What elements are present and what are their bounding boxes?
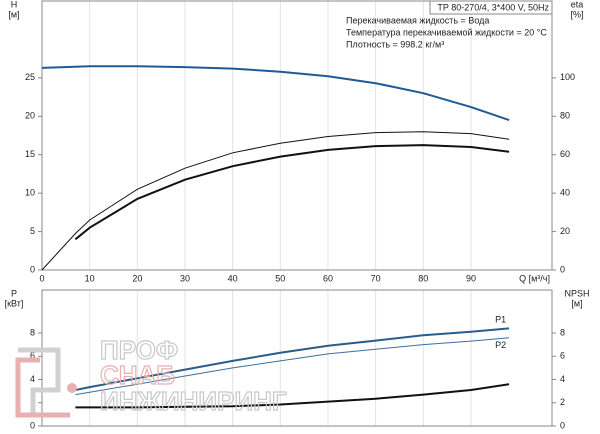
series-line [41, 65, 510, 122]
y-tick-label: 4 [30, 374, 35, 384]
y-tick-label: 5 [30, 226, 35, 236]
logo-shape-red [15, 357, 70, 418]
series-line [75, 327, 510, 391]
y-tick-label: 25 [25, 72, 35, 82]
x-tick-label: 80 [418, 273, 428, 283]
y2-tick-label: 0 [560, 420, 565, 430]
x-tick-label: 90 [466, 273, 476, 283]
x-tick-label: 70 [371, 273, 381, 283]
watermark-text: ПРОФ [100, 335, 178, 365]
y2-axis-unit: [%] [570, 9, 583, 19]
y2-tick-label: 20 [560, 226, 570, 236]
series-line [75, 383, 510, 409]
logo-shape [18, 347, 61, 415]
y2-tick-label: 6 [560, 351, 565, 361]
y2-tick-label: 80 [560, 111, 570, 121]
y2-tick-label: 100 [560, 72, 575, 82]
series-line [75, 337, 510, 396]
x-tick-label: 0 [39, 273, 44, 283]
note: Плотность = 998.2 кг/м³ [346, 39, 444, 49]
y-tick-label: 15 [25, 149, 35, 159]
y-tick-label: 8 [30, 327, 35, 337]
y-tick-label: 20 [25, 111, 35, 121]
series-line [41, 131, 510, 271]
logo-dot [67, 383, 77, 393]
plot-frame [41, 0, 553, 271]
note: Температура перекачиваемой жидкости = 20… [346, 27, 547, 37]
plot-frame [41, 289, 553, 427]
model-label: TP 80-270/4, 3*400 V, 50Hz [437, 2, 549, 12]
watermark-text: СНАБ [100, 360, 175, 390]
y2-axis-label: eta [571, 0, 584, 9]
x-axis-label: Q [м³/ч] [519, 273, 550, 283]
watermark-text: ИНЖИНИРИНГ [100, 386, 287, 416]
y-axis-unit: [кВт] [5, 298, 24, 308]
y2-tick-label: 60 [560, 149, 570, 159]
y-axis-label: P [11, 288, 17, 298]
y2-axis-label: NPSH [564, 288, 589, 298]
plot: 0 10 20 30 40 50 60 70 80 90 0 5 10 15 20 25 0 20 40 60 80 10… [8, 0, 583, 283]
y2-tick-label: 2 [560, 397, 565, 407]
series-line [74, 144, 510, 241]
watermark-logo [15, 347, 77, 418]
y-axis-unit: [м] [8, 9, 19, 19]
x-tick-label: 40 [228, 273, 238, 283]
y-axis-label: H [11, 0, 18, 9]
x-tick-label: 60 [323, 273, 333, 283]
series-label: P1 [495, 315, 506, 325]
y2-axis-unit: [м] [571, 298, 582, 308]
model-box [429, 0, 553, 15]
x-tick-label: 10 [85, 273, 95, 283]
y2-tick-label: 0 [560, 264, 565, 274]
series-label: P2 [495, 340, 506, 350]
y-tick-label: 6 [30, 351, 35, 361]
y2-tick-label: 4 [560, 374, 565, 384]
y-tick-label: 10 [25, 188, 35, 198]
y-tick-label: 0 [30, 420, 35, 430]
y2-tick-label: 8 [560, 327, 565, 337]
x-tick-label: 30 [180, 273, 190, 283]
x-tick-label: 20 [132, 273, 142, 283]
x-tick-label: 50 [275, 273, 285, 283]
note: Перекачиваемая жидкость = Вода [346, 15, 489, 25]
y-tick-label: 0 [30, 264, 35, 274]
y2-tick-label: 40 [560, 188, 570, 198]
